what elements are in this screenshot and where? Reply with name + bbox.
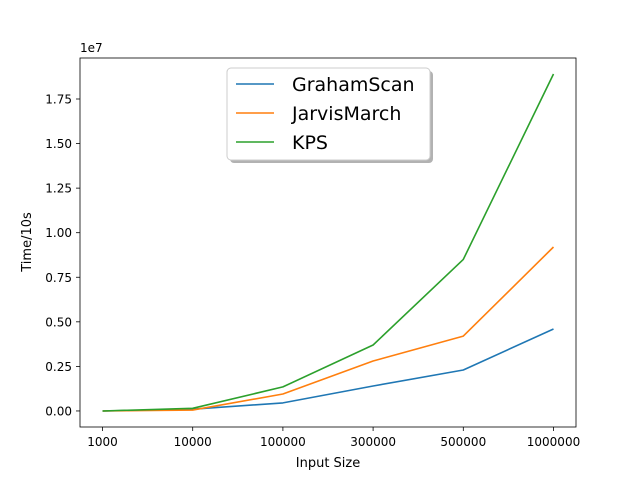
- y-tick-label: 1.00: [45, 226, 72, 240]
- series-line-kps: [102, 73, 555, 412]
- y-scale-label: 1e7: [80, 41, 103, 55]
- x-tick-label: 1000: [87, 435, 118, 449]
- x-axis: 1000 10000 100000 300000 500000 1000000: [87, 427, 580, 449]
- legend: GrahamScan JarvisMarch KPS: [226, 67, 433, 163]
- x-tick-label: 300000: [350, 435, 396, 449]
- axes-frame: [79, 57, 577, 428]
- y-tick-label: 0.75: [45, 271, 72, 285]
- x-tick-label: 10000: [174, 435, 212, 449]
- x-tick-label: 100000: [260, 435, 306, 449]
- legend-box: [226, 67, 431, 161]
- y-tick-label: 0.25: [45, 360, 72, 374]
- legend-label: JarvisMarch: [291, 103, 401, 125]
- y-axis: 0.00 0.25 0.50 0.75 1.00 1.25 1.50 1.75: [45, 93, 80, 418]
- series-line-grahamscan: [102, 328, 554, 412]
- x-tick-label: 1000000: [527, 435, 580, 449]
- legend-label: GrahamScan: [292, 74, 415, 96]
- y-tick-label: 1.50: [45, 137, 72, 151]
- y-tick-label: 0.00: [45, 404, 72, 418]
- y-axis-label: Time/10s: [20, 212, 35, 273]
- series-line-jarvismarch: [102, 246, 555, 412]
- y-tick-label: 0.50: [45, 315, 72, 329]
- plot-area: [102, 73, 555, 412]
- legend-label: KPS: [292, 132, 328, 154]
- x-tick-label: 500000: [440, 435, 486, 449]
- x-axis-label: Input Size: [296, 456, 360, 471]
- y-tick-label: 1.25: [45, 182, 72, 196]
- y-tick-label: 1.75: [45, 93, 72, 107]
